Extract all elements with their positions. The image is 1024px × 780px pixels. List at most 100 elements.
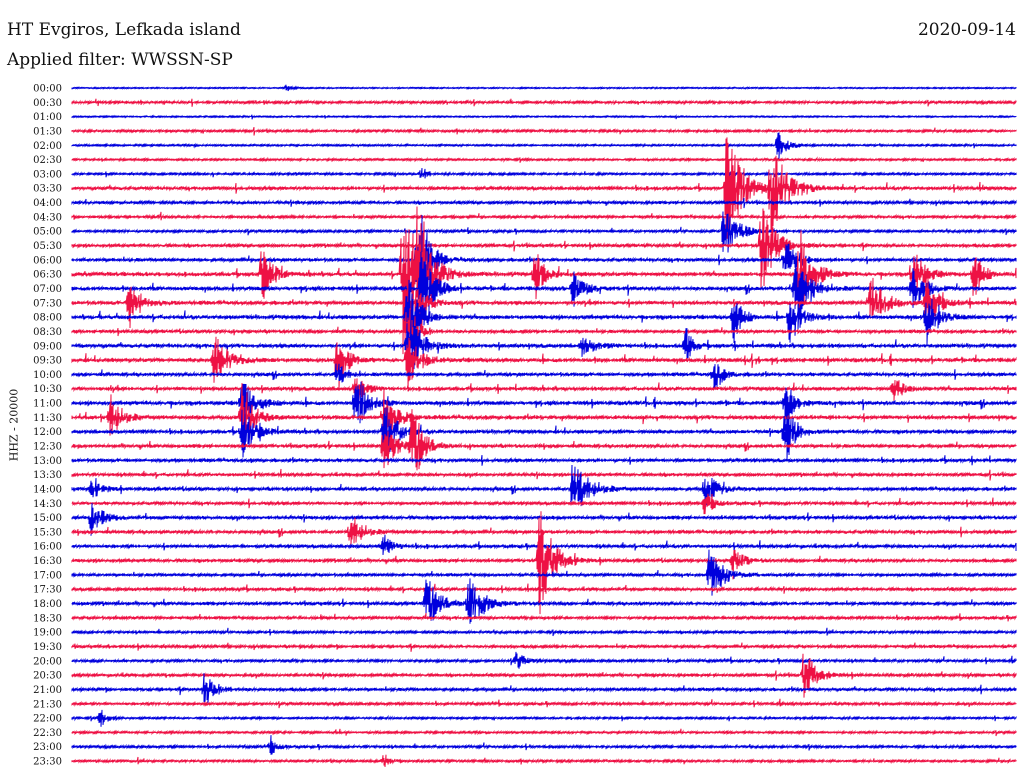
row-time-label: 11:00: [33, 399, 62, 410]
row-time-label: 12:30: [33, 442, 62, 453]
seismic-trace: [71, 613, 1017, 622]
seismic-trace: [71, 493, 1017, 515]
seismic-trace: [71, 549, 1017, 596]
seismic-trace: [71, 251, 1017, 319]
seismic-trace: [71, 407, 1017, 461]
row-time-label: 22:00: [33, 714, 62, 725]
record-date: 2020-09-14: [917, 20, 1016, 40]
row-time-label: 05:00: [33, 227, 62, 238]
row-time-label: 20:00: [33, 656, 62, 667]
filter-label: Applied filter: WWSSN-SP: [7, 50, 233, 70]
station-title: HT Evgiros, Lefkada island: [7, 20, 241, 40]
row-time-label: 20:30: [33, 671, 62, 682]
row-time-label: 02:30: [33, 155, 62, 166]
seismic-trace: [71, 754, 1017, 768]
row-time-label: 07:30: [33, 298, 62, 309]
seismic-trace: [71, 642, 1017, 652]
seismic-trace: [71, 114, 1017, 120]
seismic-trace: [71, 511, 1017, 615]
row-time-label: 10:00: [33, 370, 62, 381]
row-time-label: 08:30: [33, 327, 62, 338]
seismic-trace: [71, 84, 1017, 92]
row-time-label: 17:30: [33, 585, 62, 596]
row-time-label: 03:00: [33, 169, 62, 180]
row-time-label: 03:30: [33, 184, 62, 195]
row-time-label: 02:00: [33, 141, 62, 152]
seismic-trace: [71, 132, 1017, 160]
seismic-trace: [71, 627, 1017, 637]
row-time-label: 16:30: [33, 556, 62, 567]
row-time-label: 12:00: [33, 427, 62, 438]
seismic-trace: [71, 98, 1017, 107]
seismic-trace: [71, 336, 1017, 392]
seismic-trace: [71, 211, 1017, 221]
seismic-trace: [71, 363, 1017, 390]
row-time-label: 13:00: [33, 456, 62, 467]
row-time-label: 15:30: [33, 527, 62, 538]
row-time-label: 06:30: [33, 270, 62, 281]
seismic-trace: [71, 583, 1017, 594]
row-time-label: 11:30: [33, 413, 62, 424]
seismic-trace: [71, 381, 1017, 431]
row-time-label: 08:00: [33, 313, 62, 324]
row-time-label: 14:00: [33, 484, 62, 495]
row-time-label: 10:30: [33, 384, 62, 395]
row-time-label: 19:00: [33, 628, 62, 639]
seismic-trace: [71, 197, 1017, 209]
seismic-trace: [71, 211, 1017, 253]
seismic-trace: [71, 534, 1017, 555]
seismic-trace: [71, 137, 1017, 243]
row-time-label: 18:00: [33, 599, 62, 610]
row-time-label: 05:30: [33, 241, 62, 252]
seismic-trace: [71, 126, 1017, 136]
seismic-trace: [71, 383, 1017, 445]
seismic-trace: [71, 206, 1017, 355]
seismic-trace: [71, 709, 1017, 727]
seismic-trace: [71, 468, 1017, 481]
seismic-trace: [71, 673, 1017, 703]
row-time-label: 09:30: [33, 356, 62, 367]
seismic-trace: [71, 735, 1017, 755]
seismic-trace: [71, 698, 1017, 709]
seismic-trace: [71, 578, 1017, 624]
row-time-label: 21:00: [33, 685, 62, 696]
row-time-label: 15:00: [33, 513, 62, 524]
seismic-trace: [71, 208, 1017, 289]
row-time-label: 06:00: [33, 255, 62, 266]
seismic-trace: [71, 455, 1017, 466]
seismic-trace: [71, 168, 1017, 179]
row-time-label: 07:00: [33, 284, 62, 295]
row-time-label: 01:30: [33, 126, 62, 137]
row-time-label: 23:30: [33, 757, 62, 768]
seismic-trace: [71, 214, 1017, 300]
row-time-label: 18:30: [33, 613, 62, 624]
seismic-trace: [71, 275, 1017, 329]
row-time-label: 00:30: [33, 98, 62, 109]
seismic-trace: [71, 651, 1017, 669]
row-time-label: 16:00: [33, 542, 62, 553]
row-time-label: 04:00: [33, 198, 62, 209]
row-time-label: 04:30: [33, 212, 62, 223]
row-time-label: 13:30: [33, 470, 62, 481]
row-time-label: 00:00: [33, 84, 62, 95]
seismic-trace: [71, 464, 1017, 510]
seismic-trace: [71, 378, 1017, 407]
row-time-label: 14:30: [33, 499, 62, 510]
seismic-trace: [71, 517, 1017, 545]
row-time-label: 19:30: [33, 642, 62, 653]
seismic-trace: [71, 653, 1017, 698]
seismic-trace: [71, 728, 1017, 737]
seismic-trace: [71, 317, 1017, 372]
seismic-trace: [71, 502, 1017, 536]
row-time-label: 01:00: [33, 112, 62, 123]
row-time-label: 09:00: [33, 341, 62, 352]
seismic-trace: [71, 409, 1017, 471]
seismic-trace: [71, 279, 1017, 345]
row-time-label: 17:00: [33, 570, 62, 581]
row-time-label: 23:00: [33, 742, 62, 753]
seismic-trace: [71, 156, 1017, 163]
seismic-trace: [71, 308, 1017, 365]
row-time-label: 21:30: [33, 699, 62, 710]
row-time-label: 22:30: [33, 728, 62, 739]
